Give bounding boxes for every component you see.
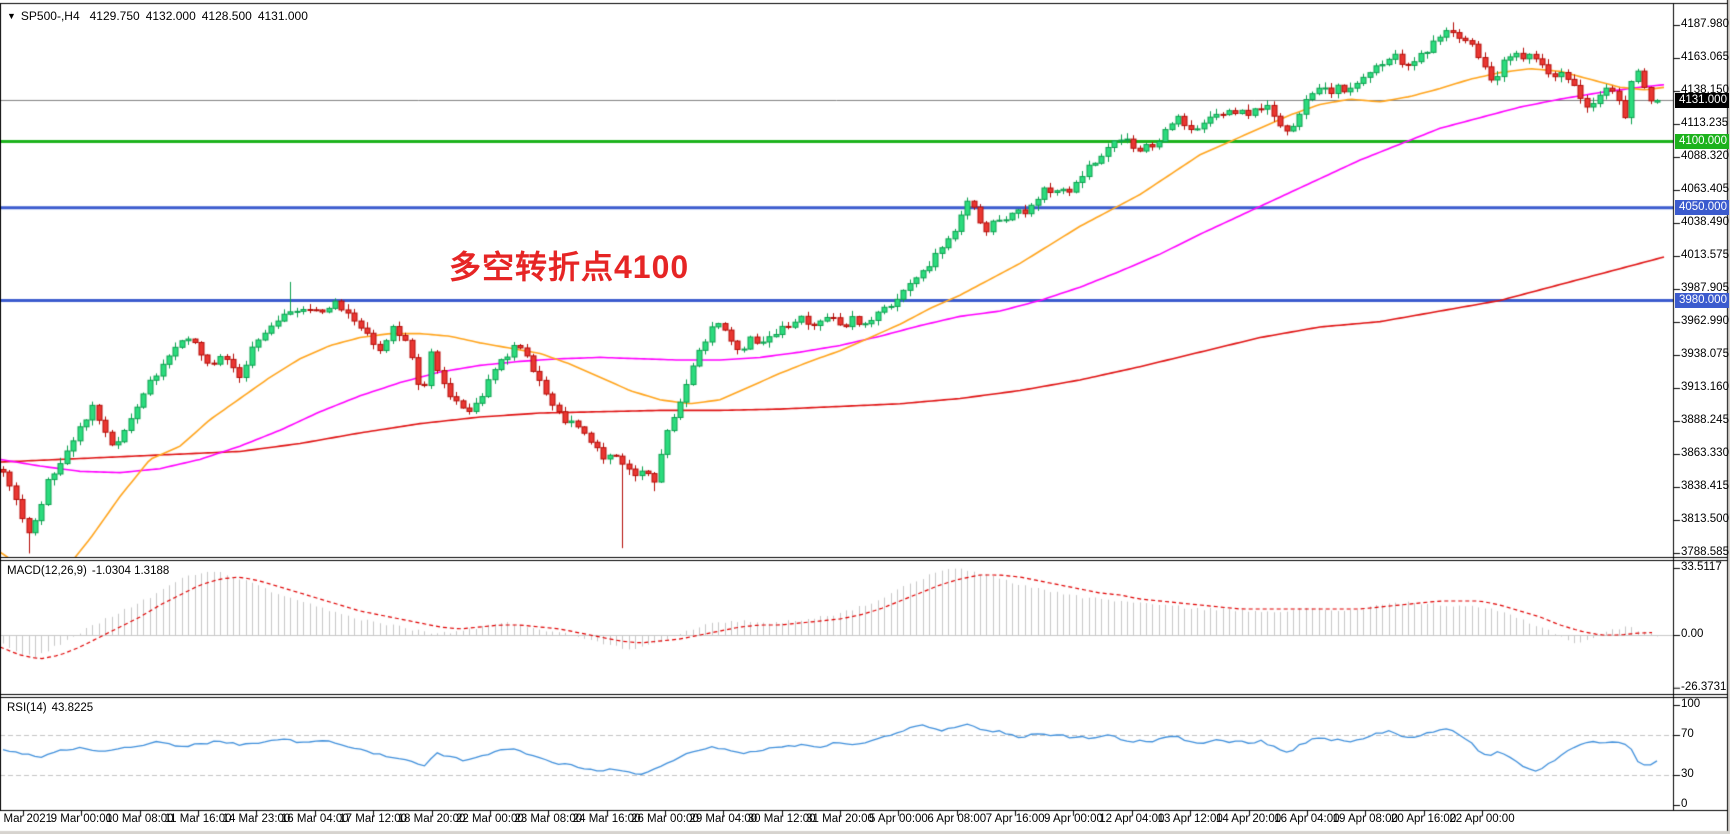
price-scale-label: 4187.980 — [1681, 18, 1729, 30]
quote-high: 4132.000 — [145, 9, 196, 23]
price-scale-label: 4063.405 — [1681, 183, 1729, 195]
annotation-text: 多空转折点4100 — [449, 249, 690, 285]
time-axis-label: 16 Mar 04:00 — [280, 813, 349, 825]
price-scale-label: 4088.320 — [1681, 150, 1729, 162]
time-axis-label: 7 Apr 16:00 — [985, 813, 1045, 825]
time-axis-label: 14 Apr 20:00 — [1215, 813, 1282, 825]
macd-indicator-values: -1.0304 1.3188 — [91, 565, 170, 577]
macd-indicator-label: MACD(12,26,9) -1.0304 1.3188 — [7, 565, 169, 577]
time-axis-label: 9 Apr 00:00 — [1044, 813, 1103, 825]
symbol-name: SP500-,H4 — [20, 9, 80, 23]
rsi-scale-label: 100 — [1681, 698, 1701, 710]
time-axis-label: 19 Apr 08:00 — [1332, 813, 1398, 825]
time-axis-label: 16 Apr 04:00 — [1274, 813, 1340, 825]
time-axis-label: 9 Mar 00:00 — [50, 813, 113, 825]
symbol-dropdown-icon[interactable]: ▼ — [7, 11, 16, 21]
price-scale-label: 3813.500 — [1681, 513, 1729, 525]
current-price-badge: 4131.000 — [1675, 92, 1729, 108]
price-scale-label: 4163.065 — [1681, 51, 1729, 63]
time-axis-label: 12 Apr 04:00 — [1099, 813, 1165, 825]
rsi-indicator-label: RSI(14) 43.8225 — [7, 702, 93, 714]
time-axis-label: 23 Mar 08:00 — [514, 813, 583, 825]
time-axis-label: 5 Mar 2021 — [0, 813, 53, 825]
macd-scale-label: -26.3731 — [1681, 680, 1727, 693]
time-axis-label: 18 Mar 20:00 — [397, 813, 466, 825]
time-axis-label: 29 Mar 04:00 — [689, 813, 758, 825]
time-axis-label: 13 Apr 12:00 — [1157, 813, 1223, 825]
price-scale-label: 3913.160 — [1681, 381, 1729, 393]
time-axis-label: 17 Mar 12:00 — [339, 813, 408, 825]
macd-scale-label: 0.00 — [1681, 628, 1704, 640]
price-scale-label: 4038.490 — [1681, 216, 1729, 228]
price-scale-label: 3888.245 — [1681, 414, 1729, 426]
rsi-indicator-value: 43.8225 — [51, 702, 94, 714]
time-axis-label: 22 Apr 00:00 — [1449, 813, 1515, 825]
time-axis-label: 5 Apr 00:00 — [868, 813, 928, 825]
time-axis-label: 11 Mar 16:00 — [164, 813, 232, 825]
symbol-title: ▼ SP500-,H4 4129.750 4132.000 4128.500 4131.0… — [7, 9, 314, 23]
time-axis-label: 14 Mar 23:00 — [222, 813, 291, 825]
time-axis-label: 22 Mar 00:00 — [455, 813, 524, 825]
rsi-indicator-title: RSI(14) — [7, 702, 47, 714]
rsi-scale-label: 0 — [1681, 798, 1688, 810]
rsi-scale-label: 70 — [1681, 728, 1694, 740]
hline-4100-badge: 4100.000 — [1675, 134, 1729, 150]
price-scale-label: 3962.990 — [1681, 315, 1729, 327]
price-scale-label: 3788.585 — [1681, 546, 1729, 558]
time-axis-label: 30 Mar 12:00 — [747, 813, 816, 825]
time-axis-label: 20 Apr 16:00 — [1391, 813, 1457, 825]
time-axis-label: 10 Mar 08:00 — [105, 813, 174, 825]
time-axis-label: 26 Mar 00:00 — [631, 813, 699, 825]
time-axis-label: 24 Mar 16:00 — [572, 813, 641, 825]
macd-indicator-title: MACD(12,26,9) — [7, 565, 87, 577]
hline-4050-badge: 4050.000 — [1675, 200, 1729, 216]
time-axis-label: 6 Apr 08:00 — [927, 813, 987, 825]
rsi-scale-label: 30 — [1681, 768, 1694, 780]
price-scale-label: 3838.415 — [1681, 480, 1729, 492]
price-scale-label: 3938.075 — [1681, 348, 1729, 360]
price-scale-label: 4013.575 — [1681, 249, 1729, 261]
price-scale-label: 3987.905 — [1681, 282, 1729, 294]
macd-scale-label: 33.5117 — [1681, 560, 1722, 573]
quote-low: 4128.500 — [201, 9, 252, 23]
price-scale-label: 3863.330 — [1681, 447, 1729, 459]
quote-close: 4131.000 — [257, 9, 308, 23]
price-scale-label: 4113.235 — [1681, 117, 1729, 129]
hline-3980-badge: 3980.000 — [1675, 292, 1729, 308]
quote-open: 4129.750 — [89, 9, 140, 23]
time-axis-label: 31 Mar 20:00 — [806, 813, 874, 825]
